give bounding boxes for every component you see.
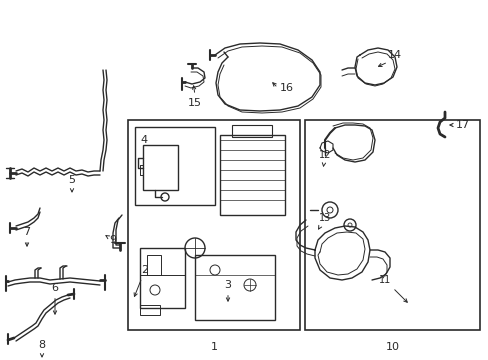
Bar xyxy=(220,135,285,215)
Bar xyxy=(140,305,160,315)
Text: 7: 7 xyxy=(23,227,30,246)
Text: 6: 6 xyxy=(51,283,59,314)
Text: 8: 8 xyxy=(39,340,45,357)
Bar xyxy=(231,125,271,137)
Text: 16: 16 xyxy=(280,83,293,93)
Text: 17: 17 xyxy=(455,120,469,130)
Text: 5: 5 xyxy=(68,175,75,192)
Bar xyxy=(140,248,184,308)
Bar xyxy=(142,145,178,190)
Text: 9: 9 xyxy=(106,235,116,245)
Text: 14: 14 xyxy=(387,50,401,60)
Text: 1: 1 xyxy=(210,342,217,352)
Text: 12: 12 xyxy=(318,150,330,166)
Text: 13: 13 xyxy=(318,213,330,229)
Bar xyxy=(305,120,479,330)
Text: 11: 11 xyxy=(378,275,407,302)
Bar xyxy=(147,255,161,275)
Text: 4: 4 xyxy=(140,135,147,145)
Bar xyxy=(135,127,215,205)
Text: 3: 3 xyxy=(224,280,231,301)
Text: 2: 2 xyxy=(134,265,148,296)
Bar xyxy=(195,255,274,320)
Text: 15: 15 xyxy=(187,98,202,108)
Bar xyxy=(128,120,299,330)
Text: 10: 10 xyxy=(385,342,399,352)
